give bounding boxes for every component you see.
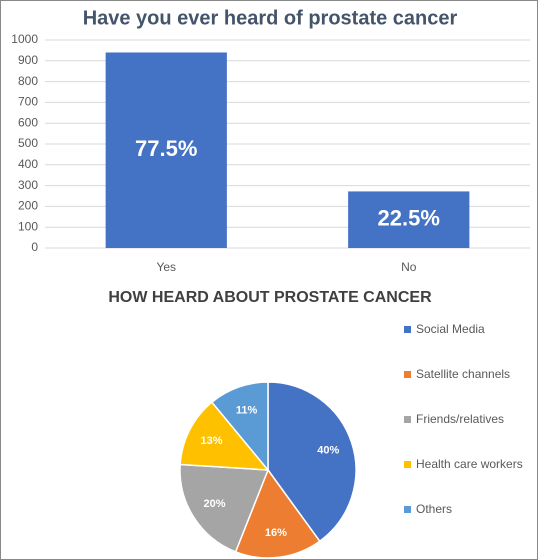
y-tick-label: 800	[18, 74, 38, 88]
legend-label: Satellite channels	[416, 367, 511, 381]
legend-swatch	[404, 506, 411, 513]
x-tick-label: No	[401, 260, 417, 274]
pie-slice	[267, 381, 357, 543]
y-tick-label: 100	[18, 219, 38, 233]
legend-swatch	[404, 461, 411, 468]
legend-swatch	[404, 416, 411, 423]
slice-label: 16%	[265, 527, 287, 539]
y-tick-label: 200	[18, 199, 38, 213]
legend-label: Friends/relatives	[416, 412, 505, 426]
bar	[348, 191, 470, 248]
bar-label: 22.5%	[378, 206, 440, 231]
legend-label: Others	[416, 502, 453, 516]
bar-label: 77.5%	[135, 136, 197, 161]
y-tick-label: 900	[18, 53, 38, 67]
y-tick-label: 300	[18, 178, 38, 192]
pie-slice	[179, 401, 270, 471]
bar	[105, 52, 227, 249]
y-tick-label: 400	[18, 157, 38, 171]
x-tick-label: Yes	[156, 260, 176, 274]
legend-label: Health care workers	[416, 457, 523, 471]
pie-slice	[179, 463, 270, 553]
y-tick-label: 1000	[11, 32, 38, 46]
pie-slice	[210, 381, 269, 473]
legend-swatch	[404, 371, 411, 378]
bar-title: Have you ever heard of prostate cancer	[83, 7, 458, 29]
pie-title: HOW HEARD ABOUT PROSTATE CANCER	[108, 289, 432, 306]
slice-label: 13%	[201, 435, 223, 447]
pie-slice	[234, 468, 321, 559]
legend-swatch	[404, 326, 411, 333]
y-tick-label: 500	[18, 136, 38, 150]
slice-label: 11%	[236, 404, 258, 416]
legend-label: Social Media	[416, 322, 485, 336]
y-tick-label: 0	[31, 240, 38, 254]
slice-label: 20%	[203, 498, 225, 510]
y-tick-label: 700	[18, 95, 38, 109]
y-tick-label: 600	[18, 115, 38, 129]
slice-label: 40%	[317, 444, 339, 456]
